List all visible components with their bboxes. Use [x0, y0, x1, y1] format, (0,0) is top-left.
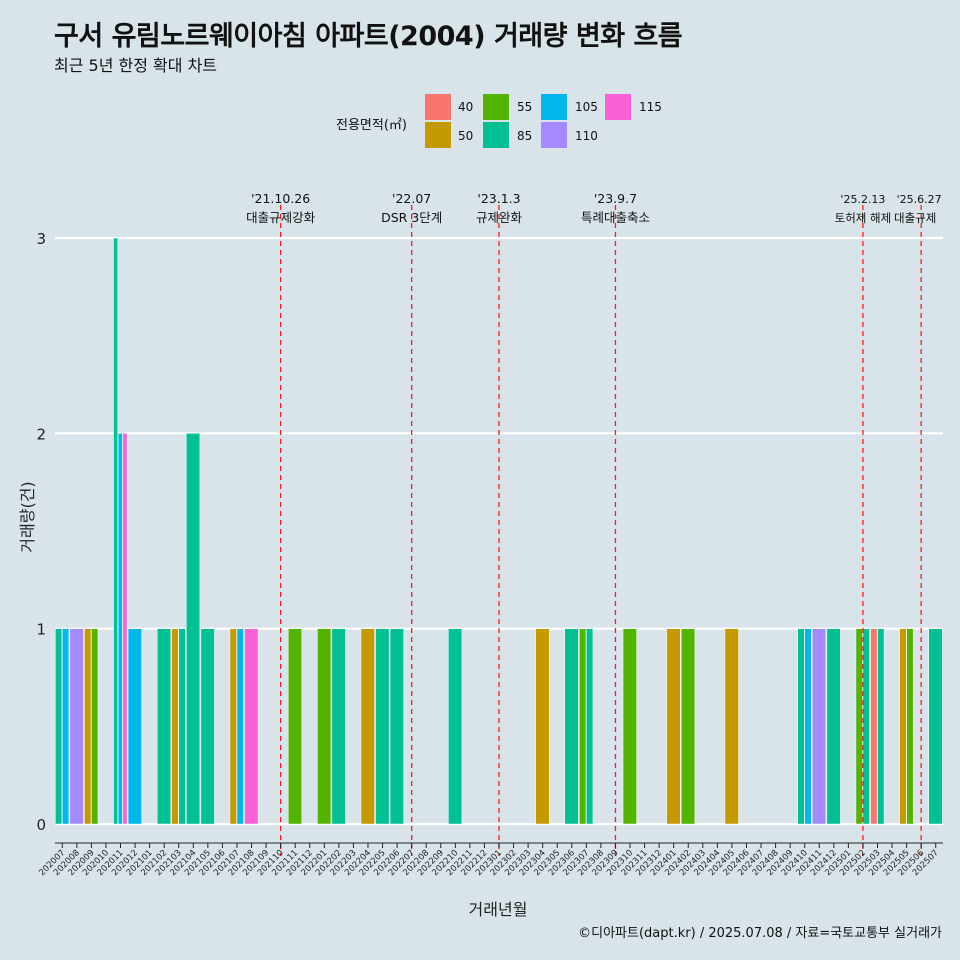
- x-axis-label: 거래년월: [469, 900, 528, 919]
- bar-202206-85: [389, 628, 404, 825]
- legend-label-40: 40: [458, 100, 474, 114]
- bar-202210-85: [448, 628, 463, 825]
- bar-202505-55: [906, 628, 914, 825]
- bar-202412-85: [826, 628, 841, 825]
- bar-202505-50: [899, 628, 907, 825]
- legend-key-40: [425, 94, 451, 120]
- y-tick-label: 0: [36, 816, 46, 834]
- legend-label-105: 105: [575, 100, 598, 114]
- event-date-label: '23.1.3: [477, 191, 520, 206]
- event-date-label: '25.2.13: [840, 193, 885, 206]
- bar-202107-105: [236, 628, 244, 825]
- event-text-label: 특례대출축소: [581, 210, 650, 225]
- bar-202009-50: [84, 628, 92, 825]
- event-text-label: 대출규제강화: [246, 210, 316, 225]
- bar-202111-55: [287, 628, 303, 825]
- event-text-label: 토허제 해제: [835, 211, 892, 225]
- bar-202011-115: [122, 433, 128, 825]
- bar-202108-115: [244, 628, 259, 825]
- bar-202507-85: [928, 628, 943, 825]
- chart-title: 구서 유림노르웨이아침 아파트(2004) 거래량 변화 흐름: [54, 21, 683, 52]
- chart-subtitle: 최근 5년 한정 확대 차트: [54, 56, 218, 75]
- bar-202008-110: [69, 628, 84, 825]
- bar-202105-85: [200, 628, 215, 825]
- bar-202307-85: [586, 628, 594, 825]
- bar-202107-50: [229, 628, 237, 825]
- legend-label-50: 50: [458, 129, 474, 143]
- bar-202410-105: [804, 628, 812, 825]
- bar-202205-85: [375, 628, 390, 825]
- bar-202502-85: [862, 628, 870, 825]
- legend-label-55: 55: [517, 100, 533, 114]
- event-date-label: '21.10.26: [251, 191, 310, 206]
- legend-key-110: [541, 122, 567, 148]
- bar-202009-55: [91, 628, 99, 825]
- legend-label-110: 110: [575, 129, 598, 143]
- event-text-label: 규제완화: [476, 210, 523, 225]
- y-axis-label: 거래량(건): [18, 481, 37, 552]
- bar-202011-85: [113, 237, 119, 825]
- legend-key-55: [483, 94, 509, 120]
- legend-label-115: 115: [639, 100, 662, 114]
- bar-202405-50: [724, 628, 739, 825]
- bar-202012-105: [127, 628, 142, 825]
- event-date-label: '22.07: [392, 191, 431, 206]
- event-date-label: '23.9.7: [594, 191, 637, 206]
- legend-label-85: 85: [517, 129, 533, 143]
- bars: [55, 237, 943, 825]
- legend-title: 전용면적(㎡): [336, 118, 407, 133]
- event-lines: '21.10.26 대출규제강화 '22.07 DSR 3단계 '23.1.3 규제완화 '…: [246, 191, 942, 856]
- event-text-label: 대출규제: [894, 211, 936, 225]
- bar-202411-110: [812, 628, 827, 825]
- bar-202103-85: [178, 628, 186, 825]
- bar-202011-105: [117, 433, 123, 825]
- bar-202306-85: [564, 628, 579, 825]
- x-axis: 2020072020082020092020102020112020122021…: [37, 842, 943, 878]
- event-text-label: DSR 3단계: [381, 210, 442, 225]
- bar-202410-85: [797, 628, 805, 825]
- bar-202304-50: [535, 628, 550, 825]
- bar-202103-50: [171, 628, 179, 825]
- bar-202201-55: [317, 628, 332, 825]
- bar-202401-50: [666, 628, 681, 825]
- legend-key-50: [425, 122, 451, 148]
- bar-202402-55: [681, 628, 696, 825]
- bar-202503-85: [877, 628, 885, 825]
- bar-202007-105: [62, 628, 70, 825]
- bar-202007-85: [55, 628, 63, 825]
- legend-key-85: [483, 122, 509, 148]
- legend-key-115: [605, 94, 631, 120]
- source-caption: ©디아파트(dapt.kr) / 2025.07.08 / 자료=국토교통부 실…: [578, 926, 942, 941]
- bar-202503-40: [870, 628, 878, 825]
- bar-202204-50: [360, 628, 375, 825]
- legend-key-105: [541, 94, 567, 120]
- bar-202310-55: [622, 628, 637, 825]
- y-axis: 0 1 2 3: [36, 230, 46, 834]
- y-tick-label: 2: [36, 425, 46, 443]
- bar-202104-85: [186, 433, 201, 825]
- y-tick-label: 3: [36, 230, 46, 248]
- bar-202502-55: [855, 628, 863, 825]
- bar-202307-55: [579, 628, 587, 825]
- event-date-label: '25.6.27: [897, 193, 942, 206]
- bar-202202-85: [331, 628, 346, 825]
- y-tick-label: 1: [36, 621, 46, 639]
- bar-202102-85: [156, 628, 172, 825]
